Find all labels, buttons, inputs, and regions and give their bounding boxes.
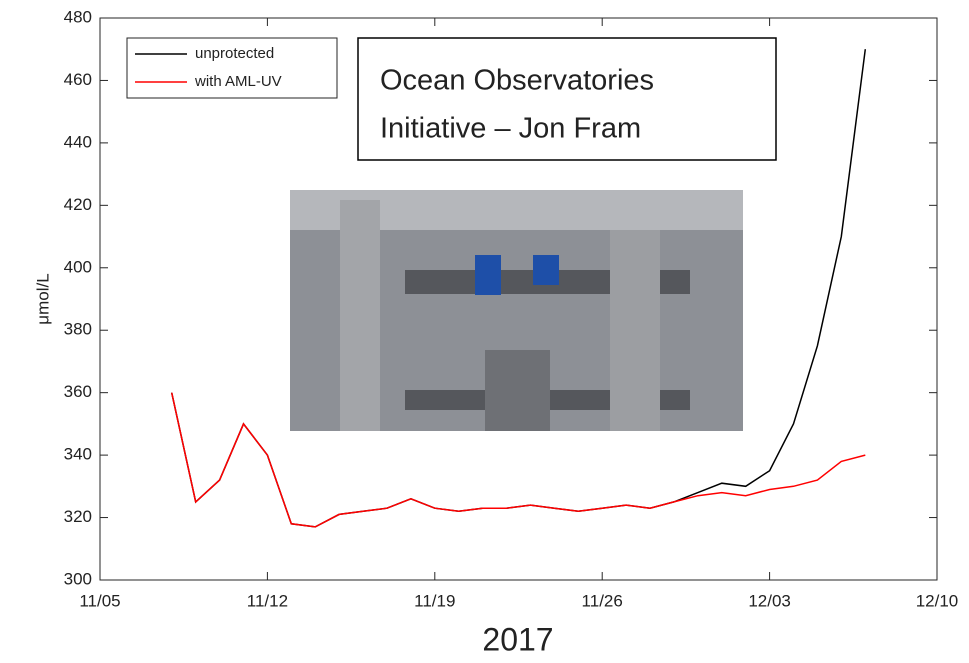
y-tick-label: 480: [64, 7, 92, 26]
y-axis-label: μmol/L: [33, 273, 52, 324]
photo-block: [485, 350, 550, 431]
x-tick-label: 11/12: [247, 591, 288, 610]
y-tick-label: 400: [64, 257, 92, 276]
legend-label: unprotected: [195, 45, 274, 62]
photo-frame: [610, 230, 660, 431]
y-tick-label: 420: [64, 195, 92, 214]
y-tick-label: 460: [64, 70, 92, 89]
y-tick-label: 300: [64, 569, 92, 588]
legend-label: with AML-UV: [194, 73, 282, 90]
photo-sensor: [475, 255, 501, 295]
y-tick-label: 440: [64, 132, 92, 151]
y-tick-label: 340: [64, 445, 92, 464]
x-axis-label: 2017: [482, 621, 553, 657]
inset-photo: [290, 190, 743, 431]
y-tick-label: 320: [64, 507, 92, 526]
y-tick-label: 360: [64, 382, 92, 401]
x-tick-label: 12/10: [916, 591, 959, 610]
x-tick-label: 11/05: [79, 591, 120, 610]
annotation: Initiative – Jon Fram: [380, 113, 641, 145]
chart: Ocean Observatories Initiative – Jon Fra…: [0, 0, 969, 663]
annotation: Ocean Observatories: [380, 65, 654, 97]
photo-frame: [340, 200, 380, 431]
y-tick-label: 380: [64, 320, 92, 339]
x-tick-label: 11/26: [582, 591, 623, 610]
x-tick-label: 12/03: [748, 591, 791, 610]
x-tick-label: 11/19: [414, 591, 455, 610]
photo-sensor: [533, 255, 559, 285]
